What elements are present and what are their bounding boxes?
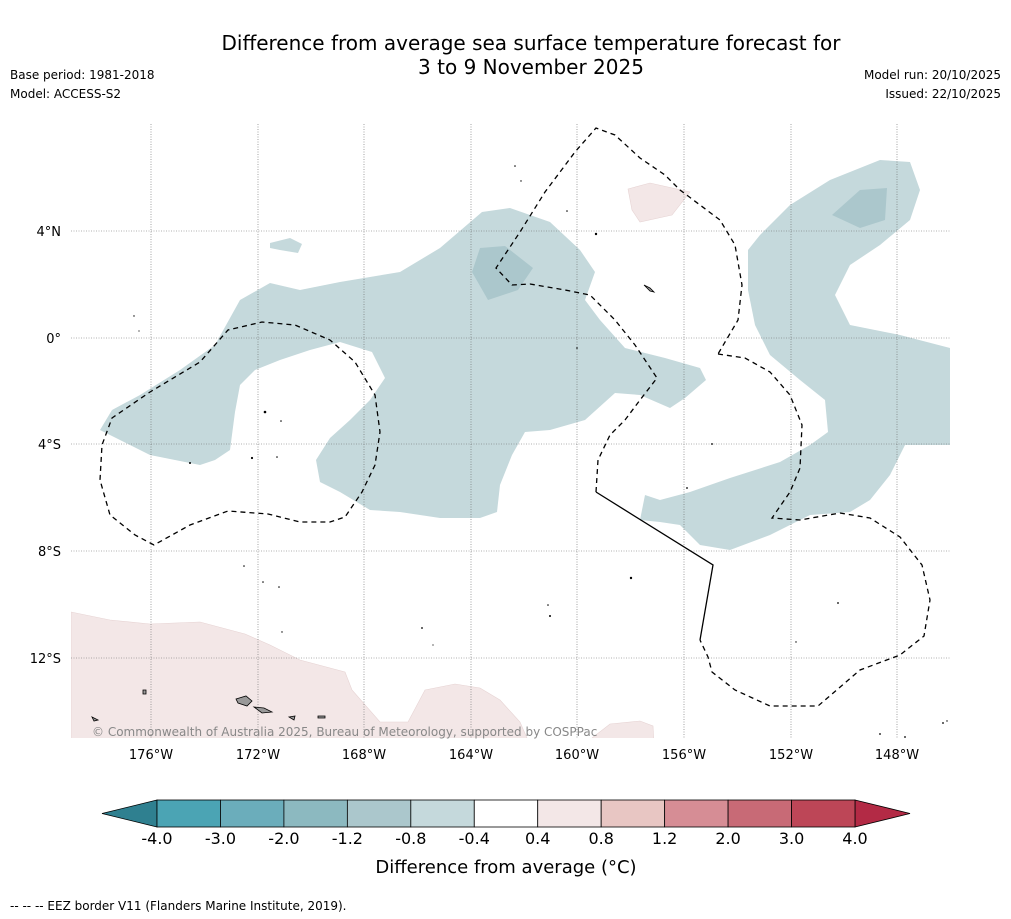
colorbar-segment xyxy=(283,799,348,828)
island-small-3 xyxy=(317,715,326,719)
island-savaii-east xyxy=(252,706,274,714)
lon-label: 156°W xyxy=(662,748,706,763)
colorbar-tick-label: -4.0 xyxy=(141,829,172,848)
chart-title: Difference from average sea surface temp… xyxy=(0,31,1011,79)
colorbar: -4.0 -3.0 -2.0 -1.2 -0.8 -0.4 0.4 0.8 1.2 2.0 3.0 4… xyxy=(101,799,911,848)
anomaly-fields xyxy=(71,160,950,738)
base-period: Base period: 1981-2018 xyxy=(10,68,155,82)
colorbar-tick-label: -2.0 xyxy=(268,829,299,848)
island-atoll-1 xyxy=(643,284,656,293)
island-small-4 xyxy=(91,716,100,722)
islands xyxy=(91,284,656,722)
colorbar-segment xyxy=(220,799,285,828)
colorbar-segment xyxy=(156,799,221,828)
eez-cook-boundary xyxy=(595,491,714,641)
lon-label: 168°W xyxy=(342,748,386,763)
colorbar-tick-label: 0.4 xyxy=(525,829,550,848)
lon-label: 164°W xyxy=(449,748,493,763)
lon-label: 160°W xyxy=(555,748,599,763)
colorbar-segment xyxy=(473,799,539,828)
lon-label: 172°W xyxy=(236,748,280,763)
colorbar-tick-label: 1.2 xyxy=(652,829,677,848)
eez-footnote: -- -- -- EEZ border V11 (Flanders Marine… xyxy=(10,899,347,913)
colorbar-segment xyxy=(346,799,412,828)
colorbar-tick-label: 3.0 xyxy=(779,829,804,848)
issued-date: Issued: 22/10/2025 xyxy=(885,87,1001,101)
colorbar-segment xyxy=(791,799,856,828)
colorbar-segment xyxy=(664,799,729,828)
lon-label: 176°W xyxy=(129,748,173,763)
neg-anomaly-main xyxy=(100,208,706,518)
model-run: Model run: 20/10/2025 xyxy=(863,68,1001,82)
colorbar-segment xyxy=(600,799,666,828)
lon-label: 148°W xyxy=(875,748,919,763)
colorbar-tick-label: -3.0 xyxy=(205,829,236,848)
lat-label: 4°S xyxy=(38,438,61,453)
neg-anomaly-islet xyxy=(270,238,302,253)
eez-borders xyxy=(99,127,931,707)
atoll-dots xyxy=(133,165,948,738)
colorbar-tick-label: -0.8 xyxy=(395,829,426,848)
colorbar-tick-label: -0.4 xyxy=(459,829,490,848)
colorbar-segment xyxy=(410,799,475,828)
island-small-1 xyxy=(142,689,147,695)
meta-left: Base period: 1981-2018 Model: ACCESS-S2 xyxy=(10,66,155,104)
neg-anomaly-strong-2 xyxy=(832,188,887,228)
lat-label: 0° xyxy=(46,332,61,347)
eez-kiribati-line xyxy=(699,353,931,707)
colorbar-title: Difference from average (°C) xyxy=(375,857,636,878)
lat-label: 8°S xyxy=(38,545,61,560)
colorbar-tick-label: 4.0 xyxy=(842,829,867,848)
island-small-2 xyxy=(287,715,296,721)
lat-label: 4°N xyxy=(37,225,62,240)
lon-label: 152°W xyxy=(769,748,813,763)
pos-anomaly-north xyxy=(627,182,691,223)
island-upolu xyxy=(235,695,253,707)
title-line-2: 3 to 9 November 2025 xyxy=(418,55,644,79)
neg-anomaly-strong-1 xyxy=(472,246,533,300)
neg-anomaly-east xyxy=(640,160,950,550)
colorbar-segment xyxy=(727,799,792,828)
model-name: Model: ACCESS-S2 xyxy=(10,87,122,101)
colorbar-under-arrow xyxy=(101,799,158,828)
colorbar-over-arrow xyxy=(854,799,911,828)
eez-tokelau xyxy=(99,321,381,546)
latitude-labels: 4°N 0° 4°S 8°S 12°S xyxy=(30,225,61,667)
colorbar-segment xyxy=(537,799,602,828)
lat-label: 12°S xyxy=(30,652,61,667)
colorbar-tick-label: 0.8 xyxy=(588,829,613,848)
title-line-1: Difference from average sea surface temp… xyxy=(221,31,841,55)
colorbar-tick-label: 2.0 xyxy=(715,829,740,848)
pos-anomaly-southeast xyxy=(591,720,654,738)
longitude-labels: 176°W 172°W 168°W 164°W 160°W 156°W 152°W 148°W xyxy=(129,748,919,763)
gridlines xyxy=(71,124,950,738)
pos-anomaly-south xyxy=(71,611,528,738)
meta-right: Model run: 20/10/2025 Issued: 22/10/2025 xyxy=(864,66,1001,104)
copyright-text: © Commonwealth of Australia 2025, Bureau… xyxy=(92,725,597,739)
colorbar-tick-label: -1.2 xyxy=(332,829,363,848)
